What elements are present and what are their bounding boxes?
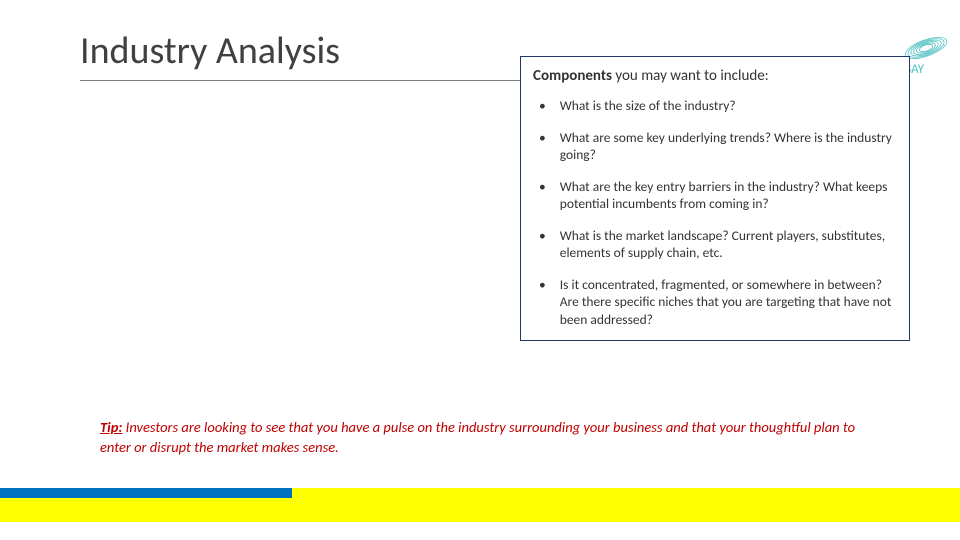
list-item-text: Is it concentrated, fragmented, or somew…: [560, 276, 897, 329]
tip-label: Tip:: [100, 418, 122, 436]
list-item: What are the key entry barriers in the i…: [533, 178, 897, 213]
list-item-text: What is the size of the industry?: [560, 97, 736, 115]
footer-band: [0, 488, 960, 522]
components-bullet-list: What is the size of the industry? What a…: [533, 97, 897, 328]
list-item: What are some key underlying trends? Whe…: [533, 129, 897, 164]
footer-band-blue: [0, 488, 292, 498]
list-item: What is the size of the industry?: [533, 97, 897, 115]
list-item-text: What are some key underlying trends? Whe…: [560, 129, 897, 164]
page-title: Industry Analysis: [80, 28, 340, 74]
list-item-text: What are the key entry barriers in the i…: [560, 178, 897, 213]
components-header: Components you may want to include:: [533, 67, 897, 85]
components-header-rest: you may want to include:: [612, 67, 769, 85]
components-header-bold: Components: [533, 67, 612, 85]
tip-text: Tip: Investors are looking to see that y…: [100, 418, 880, 457]
tip-body: Investors are looking to see that you ha…: [100, 418, 855, 456]
slide: SAY Industry Analysis Components you may…: [0, 0, 960, 540]
list-item-text: What is the market landscape? Current pl…: [560, 227, 897, 262]
list-item: Is it concentrated, fragmented, or somew…: [533, 276, 897, 329]
list-item: What is the market landscape? Current pl…: [533, 227, 897, 262]
components-box: Components you may want to include: What…: [520, 56, 910, 341]
